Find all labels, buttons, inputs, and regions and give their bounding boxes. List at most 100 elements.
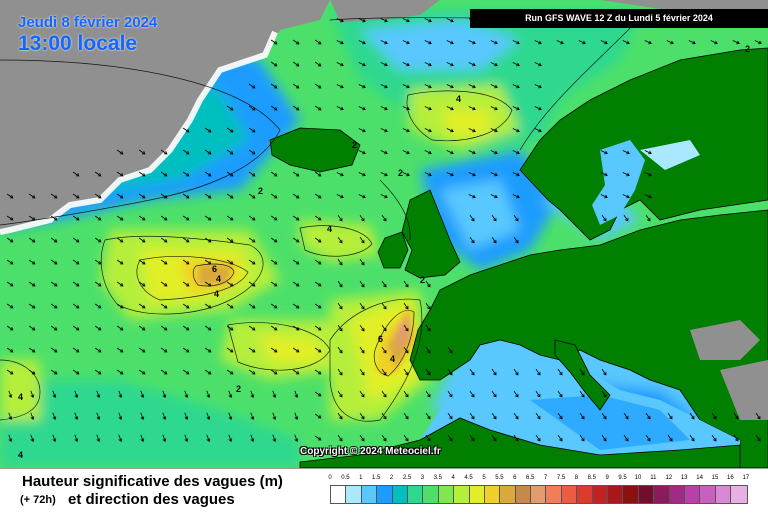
wave-arrow bbox=[359, 390, 365, 398]
wave-arrow bbox=[8, 390, 13, 398]
wave-arrow bbox=[601, 214, 607, 222]
color-swatch bbox=[361, 486, 378, 503]
wave-arrow bbox=[248, 347, 256, 353]
wave-arrow bbox=[535, 412, 541, 420]
wave-arrow bbox=[116, 171, 124, 177]
wave-arrow bbox=[292, 281, 300, 287]
wave-arrow bbox=[557, 368, 563, 376]
wave-arrow bbox=[270, 325, 278, 331]
wave-arrow bbox=[644, 150, 652, 155]
wave-arrow bbox=[425, 346, 431, 354]
wave-arrow bbox=[380, 18, 388, 23]
wave-arrow bbox=[424, 84, 432, 89]
wave-arrow bbox=[337, 324, 343, 332]
wave-arrow bbox=[204, 171, 212, 177]
wave-arrow bbox=[512, 84, 520, 89]
forecast-date: Jeudi 8 février 2024 bbox=[18, 14, 158, 31]
scale-tick-label: 9 bbox=[605, 475, 609, 481]
wave-arrow bbox=[534, 84, 542, 89]
wave-arrow bbox=[688, 40, 696, 45]
wave-arrow bbox=[446, 62, 454, 67]
wave-arrow bbox=[314, 237, 322, 243]
wave-arrow bbox=[138, 369, 146, 375]
wave-arrow bbox=[138, 149, 146, 155]
wave-arrow bbox=[468, 84, 476, 89]
wave-arrow bbox=[182, 303, 190, 309]
wave-arrow bbox=[469, 390, 475, 398]
wave-arrow bbox=[314, 347, 322, 353]
wave-arrow bbox=[601, 434, 607, 442]
wave-arrow bbox=[50, 303, 58, 309]
wave-arrow bbox=[74, 390, 79, 398]
wave-arrow bbox=[513, 214, 519, 222]
wave-arrow bbox=[96, 390, 101, 398]
contour-label: 2 bbox=[398, 168, 403, 178]
wave-arrow bbox=[359, 280, 365, 288]
wave-arrow bbox=[337, 258, 343, 266]
wave-arrow bbox=[270, 303, 278, 309]
color-swatch bbox=[715, 486, 732, 503]
wave-arrow bbox=[206, 434, 211, 442]
wave-direction-arrows bbox=[6, 18, 762, 442]
legend-footer: Hauteur significative des vagues (m) (+ … bbox=[0, 468, 768, 513]
wave-arrow bbox=[359, 302, 365, 310]
wave-arrow bbox=[116, 281, 124, 287]
wave-arrow bbox=[270, 171, 278, 177]
wave-arrow bbox=[226, 325, 234, 331]
scale-tick-label: 14 bbox=[696, 475, 703, 481]
wave-arrow bbox=[228, 434, 233, 442]
wave-arrow bbox=[491, 368, 497, 376]
wave-arrow bbox=[270, 39, 278, 45]
wave-arrow bbox=[116, 237, 124, 243]
wave-arrow bbox=[206, 412, 211, 420]
wave-arrow bbox=[579, 412, 585, 420]
scale-tick-label: 16 bbox=[727, 475, 734, 481]
scale-tick-label: 12 bbox=[665, 475, 673, 481]
wave-arrow bbox=[425, 390, 431, 398]
wave-arrow bbox=[94, 325, 102, 331]
wave-arrow bbox=[380, 128, 388, 133]
wave-arrow bbox=[469, 368, 475, 376]
wave-arrow bbox=[314, 215, 322, 221]
wave-arrow bbox=[468, 172, 476, 177]
wave-arrow bbox=[182, 325, 190, 331]
scale-tick-label: 2 bbox=[389, 475, 394, 481]
wave-map[interactable]: 2 2 2 2 2 2 4 4 4 4 4 4 4 6 6 bbox=[0, 0, 768, 468]
wave-arrow bbox=[402, 84, 410, 89]
wave-arrow bbox=[358, 172, 366, 177]
wave-arrow bbox=[270, 281, 278, 287]
wave-arrow bbox=[72, 259, 80, 265]
great-britain bbox=[401, 189, 461, 279]
scale-tick-label: 7.5 bbox=[556, 475, 566, 481]
wave-arrow bbox=[644, 194, 652, 199]
wave-arrow bbox=[248, 281, 256, 287]
color-swatch bbox=[669, 486, 685, 503]
wave-arrow bbox=[490, 62, 498, 67]
color-swatch bbox=[454, 486, 470, 503]
wave-arrow bbox=[6, 325, 14, 331]
wave-arrow bbox=[556, 40, 564, 45]
wave-arrow bbox=[645, 214, 651, 222]
wave-arrow bbox=[359, 434, 365, 442]
wave-arrow bbox=[512, 40, 520, 45]
wave-arrow bbox=[645, 434, 651, 442]
wave-arrow bbox=[601, 390, 607, 398]
wave-arrow bbox=[116, 325, 124, 331]
wave-arrow bbox=[28, 347, 36, 353]
wave-arrow bbox=[468, 128, 476, 133]
wave-arrow bbox=[403, 280, 409, 288]
wave-arrow bbox=[74, 434, 79, 442]
wave-arrow bbox=[314, 391, 322, 397]
wave-arrow bbox=[381, 346, 387, 354]
scale-tick-label: 3.5 bbox=[433, 475, 442, 481]
italy bbox=[554, 339, 611, 411]
color-swatch bbox=[623, 486, 639, 503]
wave-arrow bbox=[469, 214, 475, 222]
wave-arrow bbox=[600, 194, 608, 199]
wave-arrow bbox=[512, 128, 520, 133]
wave-arrow bbox=[579, 434, 585, 442]
wave-arrow bbox=[623, 434, 629, 442]
wave-arrow bbox=[336, 106, 344, 111]
wave-arrow bbox=[667, 412, 673, 420]
wave-arrow bbox=[182, 369, 190, 375]
